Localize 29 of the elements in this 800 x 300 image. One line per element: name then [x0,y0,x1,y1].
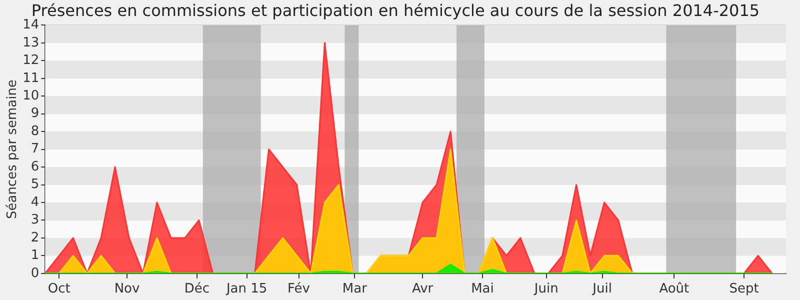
y-tick-label: 5 [30,177,40,192]
y-tick-label: 1 [30,248,40,264]
x-tick-label: Nov [114,282,140,297]
chart-title: Présences en commissions et participation en hémicycle au cours de la session 2014-2015 [31,0,760,20]
y-tick-label: 11 [22,70,40,86]
y-tick-label: 2 [30,230,40,246]
x-tick-label: Août [659,282,690,297]
y-tick-label: 0 [30,266,40,281]
x-tick-label: Déc [184,282,210,297]
x-tick-label: Oct [48,282,70,297]
x-tick-label: Sept [729,282,759,297]
y-tick-label: 10 [22,88,40,104]
y-tick-label: 12 [22,53,40,68]
y-tick-label: 6 [30,159,40,174]
y-tick-label: 9 [30,106,40,122]
y-tick-label: 14 [22,18,40,33]
x-tick-label: Mai [471,282,494,297]
x-tick-label: Avr [412,282,434,297]
y-tick-label: 4 [30,194,40,210]
y-axis-title: Séances par semaine [5,80,20,220]
y-tick-label: 8 [30,124,40,139]
x-tick-label: Fév [288,282,310,297]
x-tick-label: Juil [592,282,612,297]
x-tick-label: Jan 15 [225,282,268,297]
y-tick-label: 3 [30,212,40,228]
x-tick-label: Juin [533,282,558,297]
y-tick-label: 7 [30,142,40,157]
y-tick-label: 13 [22,35,40,50]
x-tick-label: Mar [342,282,368,297]
